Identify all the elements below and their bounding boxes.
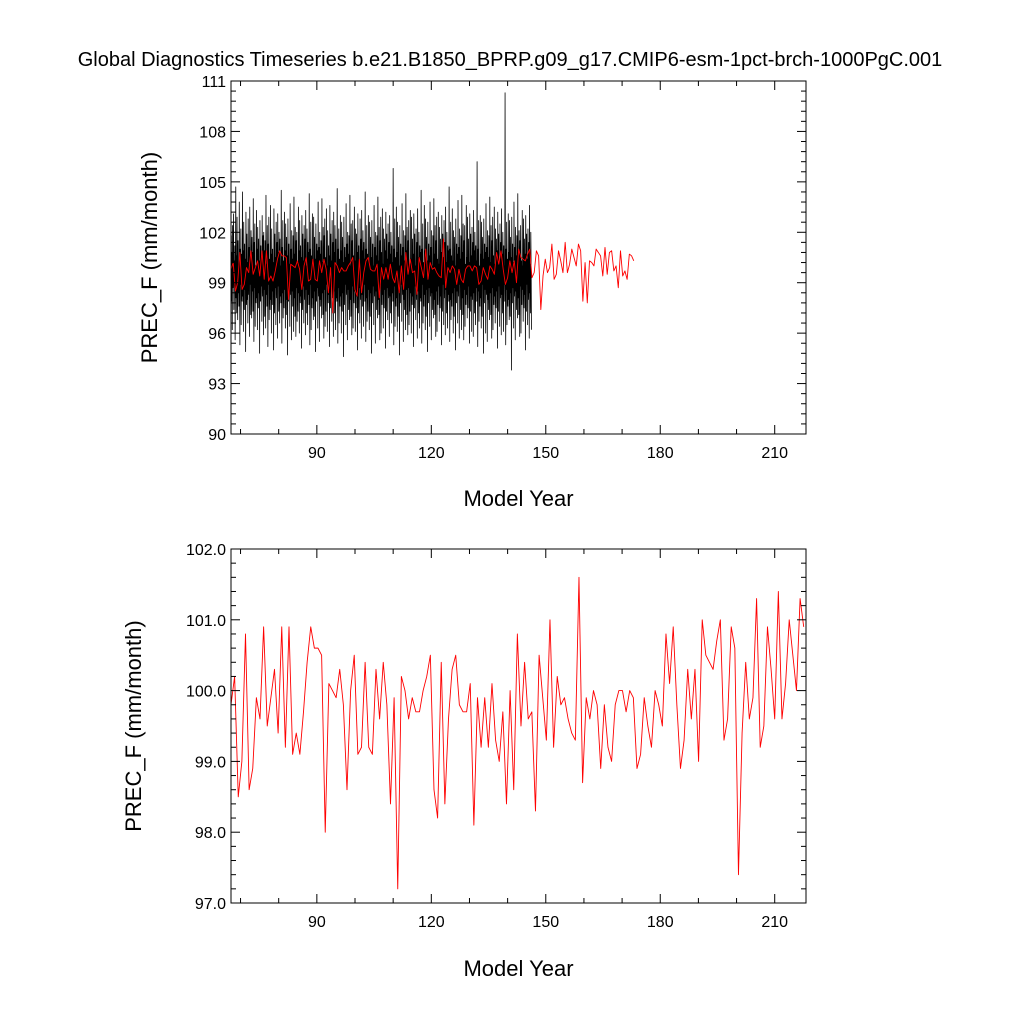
top-series-1-line [230,238,635,314]
top-y-tick-label: 105 [199,175,226,192]
top-x-axis-title: Model Year [463,486,573,511]
figure-title: Global Diagnostics Timeseries b.e21.B185… [78,49,943,71]
bottom-y-tick-label: 100.0 [186,684,226,701]
bottom-y-tick-label: 97.0 [195,896,226,913]
bottom-x-tick-label: 150 [532,914,559,931]
bottom-y-tick-label: 102.0 [186,542,226,559]
bottom-plot-frame [230,548,807,904]
top-y-axis-title: PREC_F (mm/month) [137,152,162,363]
bottom-panel: 90 120 150 180 210 97.0 98.0 99.0 100.0 101.0 102.… [121,542,807,981]
top-y-tick-label: 99 [208,276,226,293]
bottom-x-axis-title: Model Year [463,956,573,981]
bottom-x-tick-label: 120 [418,914,445,931]
top-y-tick-label: 108 [199,124,226,141]
top-y-tick-label: 102 [199,225,226,242]
top-x-tick-label: 120 [418,445,445,462]
bottom-series-0-line [230,576,805,890]
top-x-tick-label: 210 [761,445,788,462]
top-series-0-line [230,92,532,371]
top-plot-frame [230,80,807,435]
bottom-y-axis-title: PREC_F (mm/month) [121,620,146,831]
top-y-tick-label: 111 [202,74,226,91]
top-x-tick-label: 90 [308,445,326,462]
bottom-x-tick-label: 210 [761,914,788,931]
top-x-tick-label: 150 [532,445,559,462]
top-y-tick-label: 90 [208,427,226,444]
bottom-y-tick-label: 98.0 [195,825,226,842]
top-panel: 90 120 150 180 210 90 93 96 99 102 105 108 111 Model… [137,74,807,511]
bottom-x-tick-label: 180 [647,914,674,931]
bottom-x-tick-label: 90 [308,914,326,931]
top-y-tick-label: 96 [208,326,226,343]
bottom-y-tick-label: 99.0 [195,754,226,771]
top-x-tick-label: 180 [647,445,674,462]
top-y-tick-label: 93 [208,377,226,394]
bottom-y-tick-label: 101.0 [186,613,226,630]
